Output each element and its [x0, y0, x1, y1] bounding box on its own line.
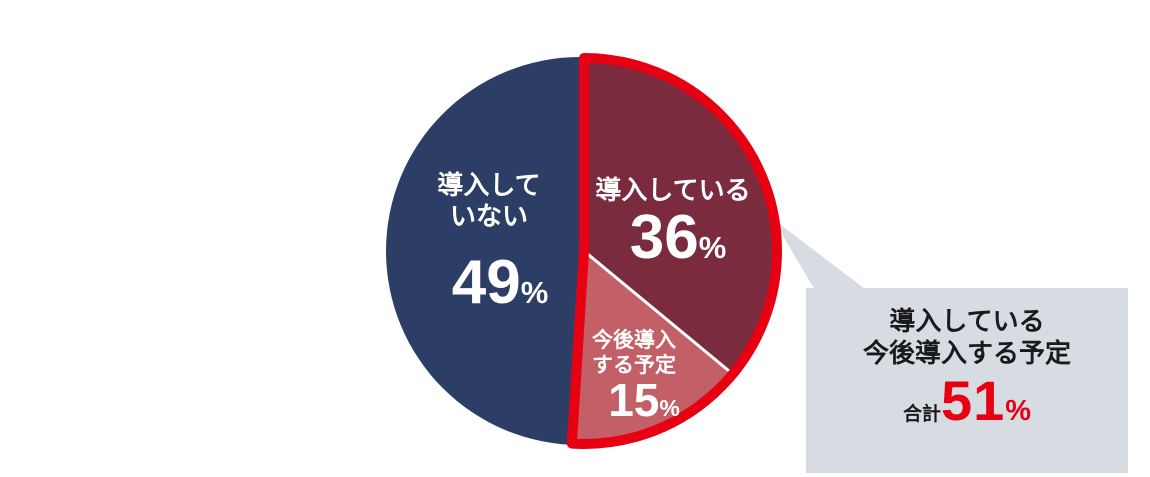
- value-number: 15: [608, 374, 660, 426]
- callout-title: 導入している 今後導入する予定: [806, 305, 1128, 369]
- total-label: 合計: [902, 404, 941, 425]
- percent-sign: %: [698, 230, 727, 265]
- segment-label-introduced: 導入している: [595, 175, 751, 205]
- segment-value-not-introduced: 49%: [452, 252, 549, 314]
- total-value: 51: [940, 369, 1006, 432]
- percent-sign: %: [659, 395, 680, 421]
- segment-value-planned: 15%: [608, 377, 680, 423]
- percent-sign: %: [1005, 395, 1032, 427]
- value-number: 36: [629, 203, 699, 272]
- segment-label-planned: 今後導入 する予定: [592, 329, 676, 377]
- pie-segment-introduced: [584, 58, 777, 375]
- pie-segment-planned: [571, 251, 733, 445]
- percent-sign: %: [520, 275, 549, 310]
- callout-title-line1: 導入している: [889, 306, 1045, 336]
- callout-pointer: [773, 219, 869, 292]
- highlight-outline: [566, 53, 782, 449]
- segment-value-introduced: 36%: [630, 207, 727, 269]
- segment-divider-line: [583, 249, 734, 376]
- callout-total: 合計51%: [806, 373, 1128, 429]
- segment-label-not-introduced: 導入して いない: [437, 170, 541, 231]
- value-number: 49: [451, 248, 521, 317]
- callout-title-line2: 今後導入する予定: [862, 338, 1071, 368]
- total-callout-box: 導入している 今後導入する予定 合計51%: [806, 288, 1128, 473]
